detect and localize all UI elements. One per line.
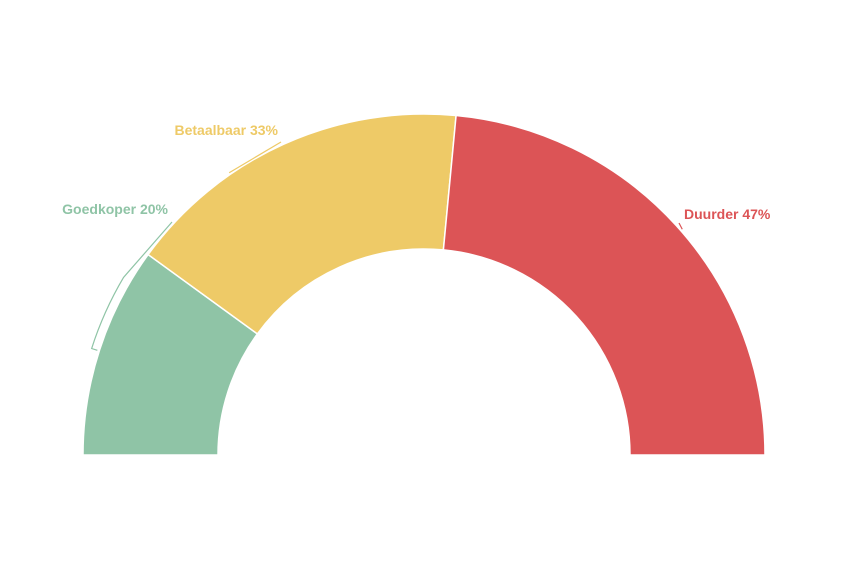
chart-slices: [82, 113, 766, 456]
leader-line-duurder: [678, 222, 683, 230]
slice-betaalbaar[interactable]: [147, 113, 457, 335]
leader-line-betaalbaar: [228, 141, 282, 174]
label-duurder: Duurder 47%: [684, 206, 771, 222]
label-goedkoper: Goedkoper 20%: [62, 201, 168, 217]
chart-leader-lines: [90, 141, 683, 351]
chart-labels: Goedkoper 20% Betaalbaar 33% Duurder 47%: [62, 122, 771, 222]
slice-duurder[interactable]: [442, 114, 766, 456]
label-betaalbaar: Betaalbaar 33%: [174, 122, 278, 138]
leader-line-goedkoper: [90, 221, 173, 351]
